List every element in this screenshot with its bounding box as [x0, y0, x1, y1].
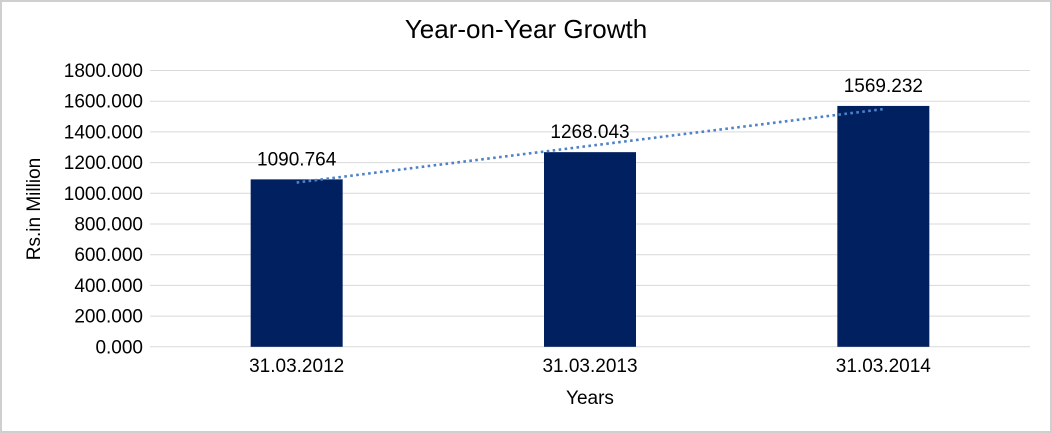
bar — [837, 105, 930, 347]
data-label: 1569.232 — [844, 76, 923, 97]
bar — [544, 152, 636, 347]
y-tick-label: 1200.000 — [64, 153, 143, 174]
y-tick-label: 1600.000 — [64, 92, 143, 113]
x-tick-label: 31.03.2013 — [542, 356, 637, 377]
x-axis-title: Years — [566, 388, 614, 409]
chart-title: Year-on-Year Growth — [404, 14, 648, 44]
y-tick-label: 0.000 — [95, 337, 143, 358]
y-tick-label: 200.000 — [74, 307, 143, 328]
trendline — [296, 107, 884, 184]
y-tick-label: 1800.000 — [64, 61, 143, 82]
data-label: 1268.043 — [550, 122, 629, 143]
y-tick-label: 400.000 — [74, 276, 143, 297]
x-tick-label: 31.03.2012 — [249, 356, 344, 377]
y-tick-label: 1400.000 — [64, 122, 143, 143]
bar — [250, 179, 343, 347]
x-tick-label: 31.03.2014 — [836, 356, 932, 377]
y-tick-label: 600.000 — [74, 245, 143, 266]
y-tick-label: 1000.000 — [64, 184, 143, 205]
y-tick-label: 800.000 — [74, 215, 143, 236]
data-label: 1090.764 — [257, 149, 337, 170]
